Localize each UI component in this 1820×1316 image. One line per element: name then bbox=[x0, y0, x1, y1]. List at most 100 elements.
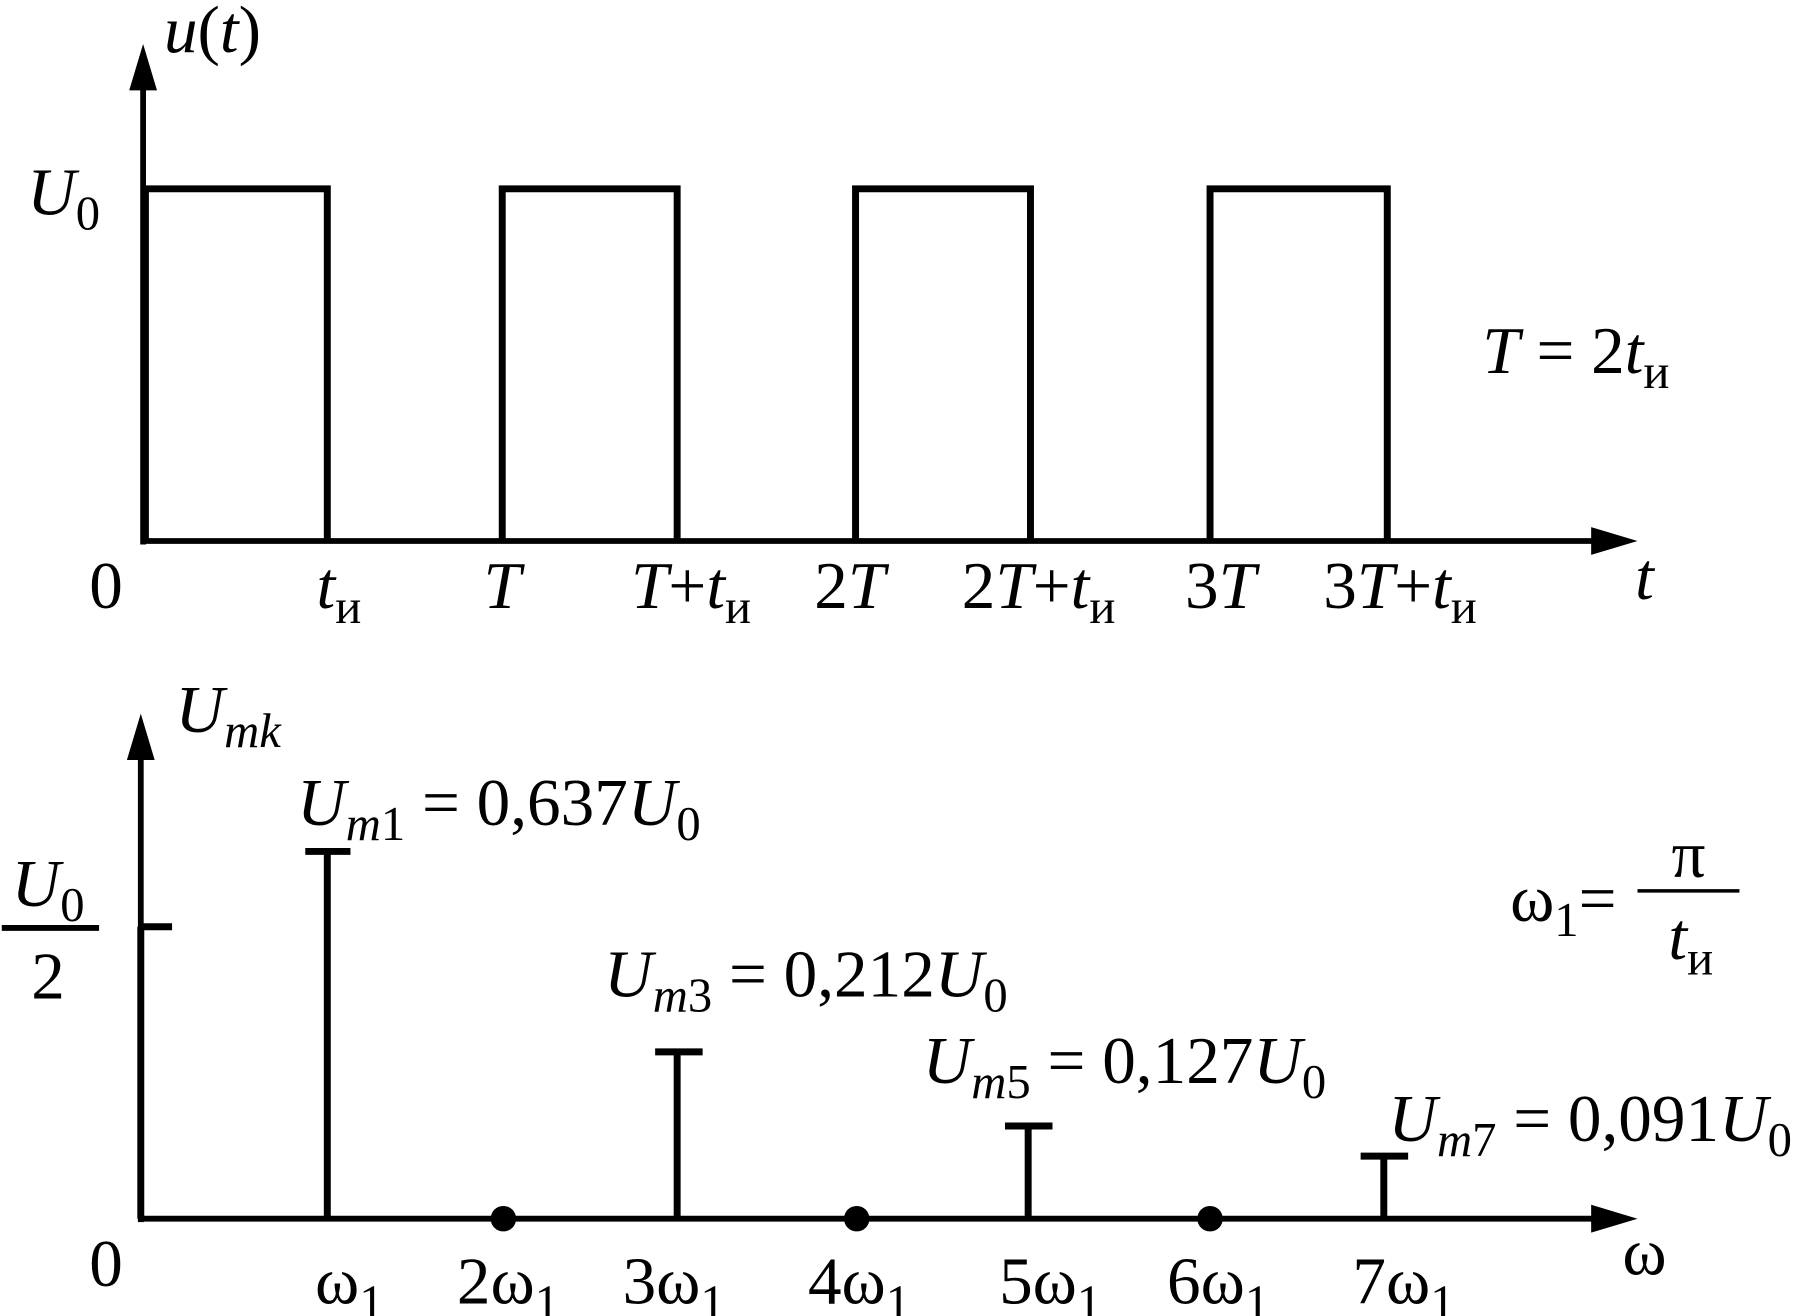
text-run: + bbox=[668, 548, 706, 623]
text-run: T bbox=[631, 548, 673, 623]
text-run: 3 bbox=[1185, 548, 1219, 623]
text-run: ω bbox=[315, 1243, 359, 1316]
text-run: 0 bbox=[983, 968, 1007, 1022]
text-run: = 0,637 bbox=[405, 765, 628, 840]
time-plot bbox=[129, 44, 1638, 555]
text-run: U bbox=[297, 765, 350, 840]
x-tick-label: ω1 bbox=[315, 1243, 384, 1316]
text-run: 5 bbox=[1006, 1055, 1030, 1109]
x-tick-label: T+tи bbox=[631, 548, 751, 634]
pulse-train bbox=[141, 185, 1391, 541]
fraction-denominator: tи bbox=[1668, 899, 1713, 985]
text-run: ω bbox=[1510, 861, 1554, 936]
amplitude-label: Um5 = 0,127U0 bbox=[923, 1023, 1327, 1109]
amplitude-label: Um7 = 0,091U0 bbox=[1388, 1081, 1792, 1167]
text-run: U bbox=[1388, 1081, 1441, 1156]
x-tick-label: 5ω1 bbox=[999, 1243, 1101, 1316]
text-run: U bbox=[923, 1023, 976, 1098]
origin-label: 0 bbox=[89, 1226, 123, 1301]
x-tick-label: 7ω1 bbox=[1352, 1243, 1454, 1316]
zero-harmonic bbox=[1197, 1205, 1223, 1232]
text-run: 2ω bbox=[457, 1243, 535, 1316]
text-run: = bbox=[1579, 861, 1617, 936]
x-tick-label: 3T+tи bbox=[1323, 548, 1477, 634]
text-run: m bbox=[346, 797, 381, 851]
fraction-denominator: 2 bbox=[31, 939, 65, 1014]
text-run: 0 bbox=[60, 878, 84, 932]
arrow bbox=[1591, 527, 1638, 555]
text-run: = 0,127 bbox=[1031, 1023, 1254, 1098]
text-run: T bbox=[995, 548, 1037, 623]
text-run: и bbox=[1687, 931, 1713, 985]
text-run: t bbox=[706, 548, 727, 623]
text-run: t bbox=[317, 548, 338, 623]
text-run: t bbox=[220, 0, 241, 67]
text-run: 6ω bbox=[1167, 1243, 1245, 1316]
text-run: U bbox=[12, 846, 65, 921]
text-run: U bbox=[1253, 1023, 1306, 1098]
text-run: T bbox=[1482, 313, 1524, 388]
text-run: и bbox=[335, 580, 361, 634]
text-run: 1 bbox=[1077, 1275, 1101, 1316]
text-run: 2 bbox=[962, 548, 996, 623]
text-run: t bbox=[1625, 313, 1646, 388]
text-run: 1 bbox=[886, 1275, 910, 1316]
x-axis-label: t bbox=[1635, 539, 1656, 614]
text-run: U bbox=[176, 672, 229, 747]
text-run: 4ω bbox=[808, 1243, 886, 1316]
text-run: и bbox=[1089, 580, 1115, 634]
arrow bbox=[129, 44, 158, 91]
zero-harmonic bbox=[843, 1205, 870, 1232]
text-run: T bbox=[1357, 548, 1399, 623]
x-tick-label: tи bbox=[317, 548, 362, 634]
text-run: 3ω bbox=[623, 1243, 701, 1316]
x-tick-label: 2ω1 bbox=[457, 1243, 559, 1316]
text-run: 0 bbox=[1302, 1055, 1326, 1109]
text-run: t bbox=[1432, 548, 1453, 623]
text-run: 0 bbox=[676, 797, 700, 851]
text-run: 0 bbox=[1768, 1113, 1792, 1167]
zero-harmonic bbox=[490, 1205, 517, 1232]
x-tick-label: 6ω1 bbox=[1167, 1243, 1269, 1316]
origin-label: 0 bbox=[89, 548, 123, 623]
spectral-lines bbox=[137, 847, 1409, 1219]
fraction-numerator: U0 bbox=[12, 846, 85, 932]
text-run: + bbox=[1033, 548, 1071, 623]
x-tick-label: 2T+tи bbox=[962, 548, 1116, 634]
text-run: mk bbox=[224, 704, 282, 758]
text-run: = 0,212 bbox=[712, 936, 935, 1011]
text-run: и bbox=[725, 580, 751, 634]
text-run: 3 bbox=[1323, 548, 1357, 623]
text-run: ) bbox=[239, 0, 261, 67]
text-run: T bbox=[848, 548, 890, 623]
text-run: 2 bbox=[814, 548, 848, 623]
y-axis-label: u(t) bbox=[164, 0, 261, 67]
text-run: 1 bbox=[1430, 1275, 1454, 1316]
text-run: 1 bbox=[359, 1275, 383, 1316]
amplitude-label: Um3 = 0,212U0 bbox=[604, 936, 1008, 1022]
text-run: 5ω bbox=[999, 1243, 1077, 1316]
x-tick-label: T bbox=[484, 548, 526, 623]
text-run: U bbox=[604, 936, 657, 1011]
text-run: и bbox=[1451, 580, 1477, 634]
x-tick-label: 2T bbox=[814, 548, 890, 623]
text-run: 1 bbox=[700, 1275, 724, 1316]
text-run: + bbox=[1394, 548, 1432, 623]
y-axis-label: Umk bbox=[176, 672, 283, 758]
text-run: ω bbox=[1622, 1214, 1666, 1289]
text-run: U bbox=[27, 154, 80, 229]
x-tick-label: 3ω1 bbox=[623, 1243, 725, 1316]
spectrum-plot bbox=[1, 713, 1740, 1233]
text-run: T bbox=[484, 548, 526, 623]
text-run: 3 bbox=[688, 968, 712, 1022]
text-run: = 0,091 bbox=[1496, 1081, 1719, 1156]
text-run: 0 bbox=[76, 186, 100, 240]
text-run: 1 bbox=[1245, 1275, 1269, 1316]
text-run: m bbox=[971, 1055, 1006, 1109]
text-run: U bbox=[628, 765, 681, 840]
text-run: m bbox=[1437, 1113, 1472, 1167]
omega-definition: ω1= bbox=[1510, 861, 1616, 947]
text-run: t bbox=[1635, 539, 1656, 614]
text-run: ( bbox=[198, 0, 220, 67]
